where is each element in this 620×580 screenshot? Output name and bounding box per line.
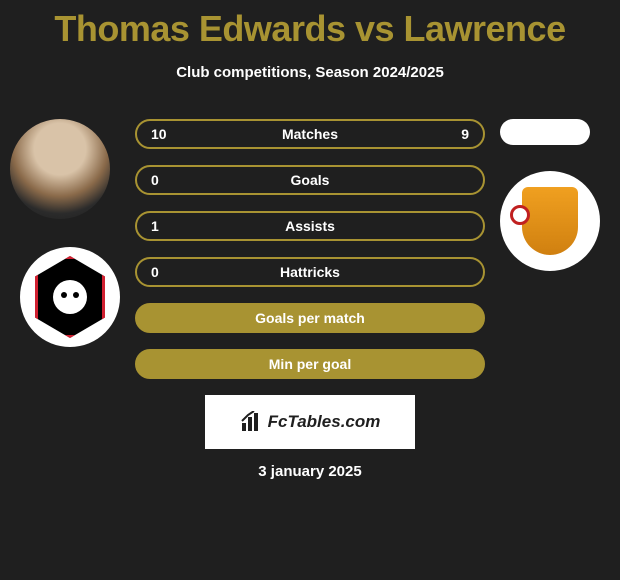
stat-row-matches: 10 Matches 9 <box>135 119 485 149</box>
shield-icon <box>35 256 105 338</box>
lion-icon <box>53 280 87 314</box>
stat-left-value: 10 <box>151 126 167 142</box>
stat-row-assists: 1 Assists <box>135 211 485 241</box>
player-right-avatar <box>500 119 590 145</box>
comparison-subtitle: Club competitions, Season 2024/2025 <box>0 64 620 81</box>
club-left-badge <box>20 247 120 347</box>
stat-row-goals-per-match: Goals per match <box>135 303 485 333</box>
stat-left-value: 0 <box>151 172 159 188</box>
stat-rows: 10 Matches 9 0 Goals 1 Assists 0 Hattric… <box>135 119 485 379</box>
stat-label: Hattricks <box>137 264 483 280</box>
comparison-title: Thomas Edwards vs Lawrence <box>0 0 620 50</box>
stat-label: Assists <box>137 218 483 234</box>
stat-row-goals: 0 Goals <box>135 165 485 195</box>
stat-right-value: 9 <box>461 126 469 142</box>
chart-area: 10 Matches 9 0 Goals 1 Assists 0 Hattric… <box>0 119 620 480</box>
stat-label: Goals <box>137 172 483 188</box>
bars-icon <box>240 411 262 433</box>
stat-left-value: 1 <box>151 218 159 234</box>
stat-label: Matches <box>137 126 483 142</box>
date-text: 3 january 2025 <box>0 463 620 480</box>
stat-row-hattricks: 0 Hattricks <box>135 257 485 287</box>
stat-label: Min per goal <box>137 356 483 372</box>
stat-left-value: 0 <box>151 264 159 280</box>
club-right-badge <box>500 171 600 271</box>
brand-text: FcTables.com <box>268 412 381 432</box>
player-left-avatar <box>10 119 110 219</box>
stat-row-min-per-goal: Min per goal <box>135 349 485 379</box>
brand-badge: FcTables.com <box>205 395 415 449</box>
crest-icon <box>522 187 578 255</box>
stat-label: Goals per match <box>137 310 483 326</box>
